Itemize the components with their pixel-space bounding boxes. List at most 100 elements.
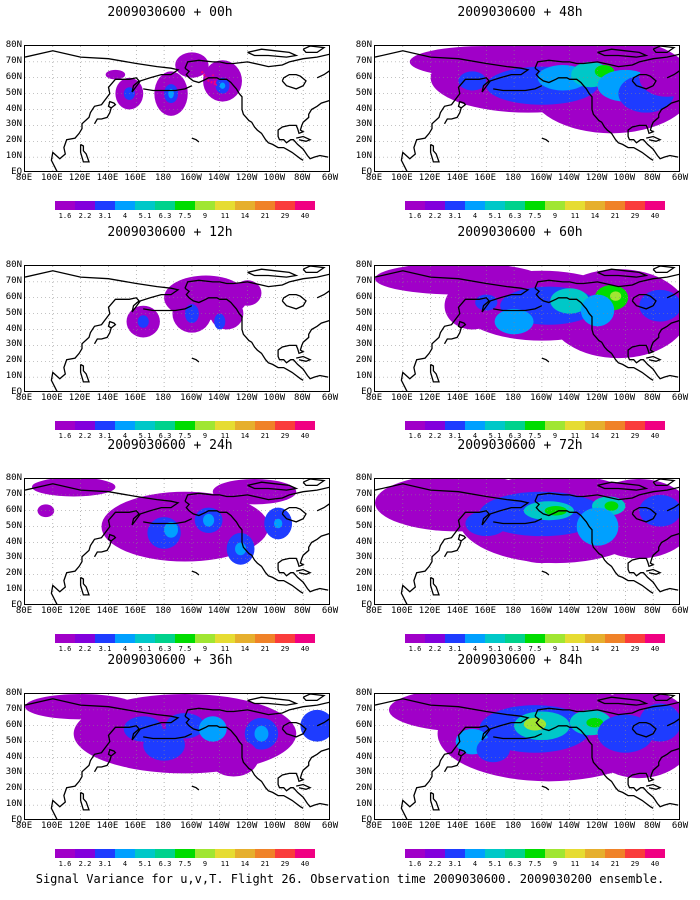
lat-tick-label: 60N (5, 291, 22, 302)
coastline (25, 698, 180, 819)
lon-tick-label: 100E (390, 393, 413, 403)
colorbar-swatch (195, 201, 215, 210)
coastline (443, 100, 467, 125)
colorbar-label: 6.3 (158, 212, 172, 220)
colorbar-label: 29 (630, 212, 640, 220)
colorbar-swatch (255, 849, 275, 858)
colorbar-swatch (425, 201, 445, 210)
colorbar-swatch (465, 421, 485, 430)
map-plot-area (24, 265, 330, 392)
variance-contour (639, 289, 679, 322)
coastline (191, 570, 200, 576)
lon-tick-label: 60W (321, 821, 339, 831)
lon-tick-label: 160E (124, 393, 147, 403)
lon-tick-label: 160E (474, 821, 497, 831)
colorbar-swatch (275, 849, 295, 858)
colorbar-label: 11 (220, 432, 230, 440)
variance-contour (639, 703, 679, 742)
lat-tick-label: 40N (5, 323, 22, 334)
panel-title: 2009030600 + 48h (457, 5, 583, 20)
lat-tick-label: 60N (355, 719, 372, 730)
coastline (184, 500, 304, 594)
colorbar-label: 40 (300, 645, 310, 653)
colorbar-label: 29 (280, 212, 290, 220)
lat-tick-label: 60N (5, 719, 22, 730)
lon-tick-label: 140E (96, 606, 119, 616)
variance-contour (212, 479, 297, 505)
lon-tick-label: 120E (418, 173, 441, 183)
colorbar-swatch (195, 421, 215, 430)
lon-tick-label: 160E (124, 821, 147, 831)
variance-contour (254, 725, 269, 742)
coastline (443, 748, 467, 773)
lon-tick-label: 100E (390, 606, 413, 616)
lon-tick-label: 120W (585, 606, 608, 616)
variance-contour (586, 717, 604, 728)
coastline (493, 305, 543, 312)
panel-title: 2009030600 + 60h (457, 225, 583, 240)
colorbar-label: 21 (260, 860, 270, 868)
colorbar-label: 11 (220, 212, 230, 220)
lon-tick-label: 160W (180, 393, 202, 403)
colorbar-swatch (55, 849, 75, 858)
colorbar-label: 21 (610, 212, 620, 220)
colorbar-label: 7.5 (528, 212, 542, 220)
lon-tick-label: 140E (446, 606, 469, 616)
lon-tick-label: 80W (644, 821, 661, 831)
coastline (631, 506, 657, 523)
lon-tick-label: 80E (365, 173, 383, 183)
colorbar-swatch (275, 201, 295, 210)
lat-tick-label: 30N (5, 119, 22, 130)
lat-tick-label: 60N (355, 291, 372, 302)
lon-tick-label: 120E (68, 393, 91, 403)
coastline (79, 363, 90, 383)
panel-title: 2009030600 + 84h (457, 653, 583, 668)
lat-tick-label: 20N (5, 783, 22, 794)
variance-contour (610, 291, 622, 301)
colorbar-swatch (295, 421, 315, 430)
lat-tick-label: 70N (355, 275, 372, 286)
colorbar-swatch (75, 421, 95, 430)
coastline (277, 747, 329, 808)
colorbar (405, 201, 665, 210)
colorbar-swatch (255, 634, 275, 643)
lon-tick-label: 120W (235, 393, 258, 403)
map-panel: 2009030600 + 24h 80N 70N 60N 50N 40N 30N 20N 10N… (0, 438, 340, 660)
coastline (534, 701, 679, 717)
lon-tick-label: 160W (180, 173, 202, 183)
variance-field (25, 479, 329, 604)
map-plot-area (24, 693, 330, 820)
coastline (25, 483, 180, 604)
coastline (443, 533, 467, 558)
coastline (247, 696, 299, 706)
colorbar (55, 201, 315, 210)
colorbar-label: 5.1 (138, 212, 152, 220)
lon-tick-label: 80E (15, 173, 33, 183)
colorbar-label: 9 (202, 860, 208, 868)
colorbar-swatch (565, 849, 585, 858)
coastline (143, 305, 193, 312)
colorbar-swatch (445, 634, 465, 643)
lon-tick-label: 140E (446, 393, 469, 403)
variance-field (25, 694, 329, 819)
colorbar-swatch (605, 201, 625, 210)
colorbar-swatch (485, 201, 505, 210)
coastline (666, 503, 679, 512)
variance-contour (184, 304, 199, 324)
colorbar-swatch (175, 421, 195, 430)
lat-tick-label: EQ (11, 387, 22, 397)
colorbar-swatch (55, 421, 75, 430)
colorbar-swatch (505, 849, 525, 858)
lon-tick-label: 80E (365, 821, 383, 831)
colorbar-swatch (505, 201, 525, 210)
coastline (541, 570, 550, 576)
colorbar-swatch (95, 634, 115, 643)
lon-tick-label: 100E (40, 393, 63, 403)
variance-field (375, 266, 679, 391)
lat-tick-label: 40N (355, 323, 372, 334)
lon-tick-label: 140E (96, 173, 119, 183)
coastline (25, 50, 180, 171)
lat-tick-label: 80N (355, 260, 372, 270)
colorbar-label: 9 (552, 645, 558, 653)
colorbar-label: 3.1 (448, 212, 462, 220)
